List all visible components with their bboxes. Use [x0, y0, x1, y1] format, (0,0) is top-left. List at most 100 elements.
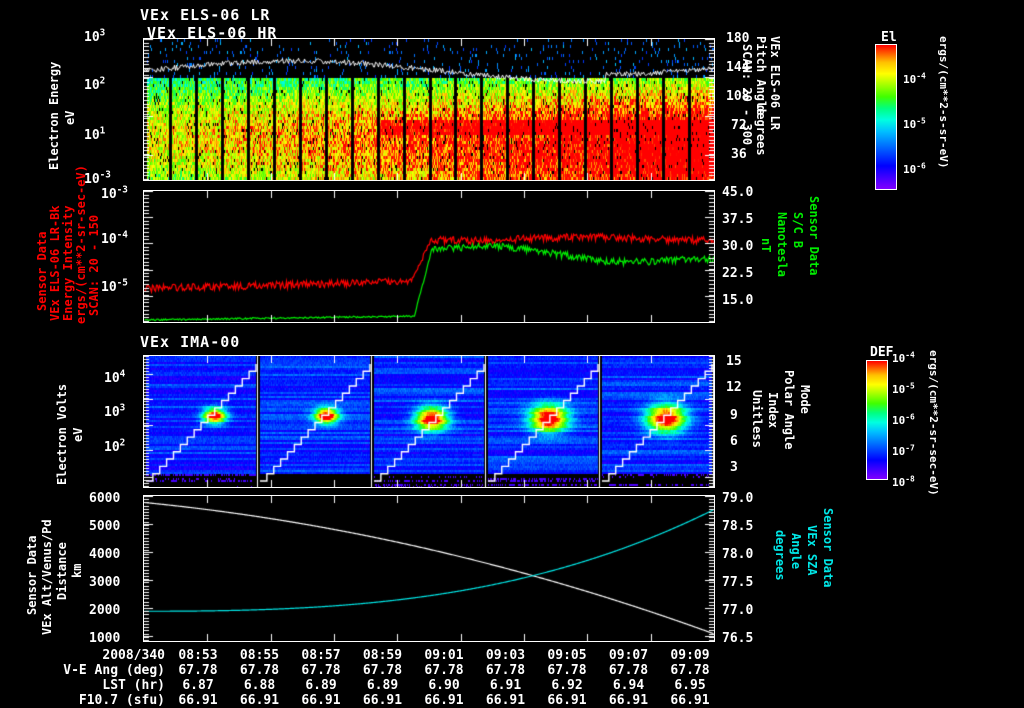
bottom-f107-1: 66.91 [239, 693, 280, 708]
panel4-right-ytick-5: 76.5 [722, 631, 754, 646]
panel3-right-name-0: Mode [798, 385, 812, 414]
panel3-title: VEx IMA-00 [140, 333, 241, 351]
bottom-ve-ang-8: 67.78 [670, 663, 710, 678]
bottom-lst-0: 6.87 [182, 678, 214, 693]
bottom-ve-ang-0: 67.78 [178, 663, 218, 678]
panel4-plot-area[interactable] [143, 495, 715, 642]
panel1-colorbar-tick-2: 10-6 [903, 161, 926, 176]
panel3-colorbar[interactable] [866, 360, 888, 480]
panel2-right-ytick-3: 22.5 [722, 266, 754, 281]
panel1-title-2: VEx ELS-06 HR [147, 24, 278, 42]
panel2-plot-area[interactable] [143, 190, 715, 323]
bottom-lst-3: 6.89 [366, 678, 399, 693]
bottom-ve-ang-7: 67.78 [608, 663, 649, 678]
panel1-left-axis-name: Electron Energy [47, 61, 61, 170]
panel1-ytick-1: 102 [84, 75, 106, 93]
bottom-lst-7: 6.94 [612, 678, 645, 693]
bottom-f107-0: 66.91 [178, 693, 218, 708]
panel3-colorbar-tick-0: 10-4 [892, 350, 915, 365]
panel4-right-ytick-0: 79.0 [722, 491, 754, 506]
bottom-time-6: 09:05 [547, 648, 587, 663]
panel1-colorbar-tick-0: 10-4 [903, 71, 926, 86]
panel3-right-ytick-4: 3 [730, 460, 738, 475]
bottom-f107-4: 66.91 [424, 693, 464, 708]
bottom-time-4: 09:01 [424, 648, 464, 663]
bottom-ve-ang-4: 67.78 [424, 663, 464, 678]
panel4-ytick-1: 5000 [89, 519, 121, 534]
panel4-ytick-5: 1000 [89, 631, 121, 646]
panel1-ytick-2: 101 [84, 125, 106, 143]
panel3-ytick-0: 104 [104, 368, 126, 386]
bottom-ve-ang-2: 67.78 [301, 663, 341, 678]
bottom-row-label-1: V-E Ang (deg) [63, 663, 165, 678]
panel4-left-name-3: km [70, 563, 84, 578]
panel3-colorbar-tick-3: 10-7 [892, 443, 915, 458]
panel3-ytick-2: 102 [104, 437, 126, 455]
panel1-right-ytick-1: 144 [726, 60, 750, 75]
panel3-colorbar-tick-1: 10-5 [892, 381, 915, 396]
panel4-ytick-2: 4000 [89, 547, 121, 562]
panel4-right-ytick-4: 77.0 [722, 603, 754, 618]
panel1-right-axis-name: VEx ELS-06 LR [768, 36, 782, 130]
panel3-plot-area[interactable] [143, 355, 715, 488]
bottom-f107-2: 66.91 [301, 693, 341, 708]
panel4-left-name-1: VEx Alt/Venus/Pd [40, 519, 54, 635]
bottom-time-2: 08:57 [301, 648, 341, 663]
bottom-row-label-0: 2008/340 [102, 648, 165, 663]
bottom-time-5: 09:03 [485, 648, 526, 663]
panel3-colorbar-tick-4: 10-8 [892, 474, 915, 489]
panel3-right-ytick-3: 6 [730, 434, 738, 449]
bottom-row-label-2: LST (hr) [102, 678, 165, 693]
panel1-left-axis-unit: eV [63, 110, 77, 125]
panel1-plot-area[interactable] [143, 38, 715, 181]
panel1-right-axis-scan: SCAN: 20 - 300 [740, 44, 754, 146]
panel1-ytick-0: 103 [84, 27, 106, 45]
panel3-colorbar-title: DEF [870, 345, 894, 360]
panel1-colorbar[interactable] [875, 44, 897, 190]
panel2-right-name-1: S/C B [791, 212, 805, 249]
bottom-f107-7: 66.91 [608, 693, 649, 708]
bottom-ve-ang-1: 67.78 [239, 663, 280, 678]
bottom-time-8: 09:09 [670, 648, 710, 663]
bottom-ve-ang-5: 67.78 [485, 663, 526, 678]
panel4-left-name-2: Distance [55, 542, 69, 600]
panel1-colorbar-tick-1: 10-5 [903, 116, 926, 131]
bottom-lst-6: 6.92 [551, 678, 583, 693]
panel3-right-name-2: Index [766, 392, 780, 429]
bottom-lst-4: 6.90 [428, 678, 460, 693]
panel2-right-ytick-2: 30.0 [722, 239, 754, 254]
panel1-right-axis-label: Pitch Angle [754, 36, 768, 116]
bottom-lst-8: 6.95 [674, 678, 706, 693]
panel2-right-ytick-4: 15.0 [722, 293, 754, 308]
panel2-right-name-0: Sensor Data [807, 196, 821, 276]
panel2-ytick-2: 10-5 [101, 277, 128, 295]
panel4-left-name-0: Sensor Data [25, 535, 39, 615]
panel3-ytick-1: 103 [104, 402, 126, 420]
panel4-right-name-0: Sensor Data [821, 508, 835, 588]
panel2-right-ytick-1: 37.5 [722, 212, 754, 227]
bottom-f107-3: 66.91 [362, 693, 403, 708]
panel3-right-name-1: Polar Angle [782, 370, 796, 450]
panel4-right-name-1: VEx SZA [805, 525, 819, 576]
panel2-right-ytick-0: 45.0 [722, 185, 754, 200]
panel4-right-ytick-1: 78.5 [722, 519, 754, 534]
panel3-right-ytick-1: 12 [726, 380, 742, 395]
bottom-time-1: 08:55 [239, 648, 280, 663]
panel3-left-axis-unit: eV [71, 427, 85, 442]
bottom-ve-ang-3: 67.78 [362, 663, 403, 678]
panel1-right-ytick-2: 108 [726, 89, 750, 104]
panel2-right-name-3: nT [759, 238, 773, 253]
panel1-right-ytick-0: 180 [726, 31, 750, 46]
panel4-ytick-0: 6000 [89, 491, 121, 506]
bottom-f107-8: 66.91 [670, 693, 710, 708]
panel1-right-axis-unit: degrees [754, 105, 768, 156]
panel3-right-name-3: Unitless [750, 390, 764, 448]
bottom-row-label-3: F10.7 (sfu) [78, 693, 165, 708]
bottom-f107-6: 66.91 [547, 693, 587, 708]
panel1-right-ytick-4: 36 [731, 147, 747, 162]
panel1-ytick-3: 10-3 [84, 169, 111, 187]
panel4-right-name-2: Angle [789, 533, 803, 570]
panel2-ytick-0: 10-3 [101, 184, 128, 202]
panel4-right-ytick-3: 77.5 [722, 575, 754, 590]
